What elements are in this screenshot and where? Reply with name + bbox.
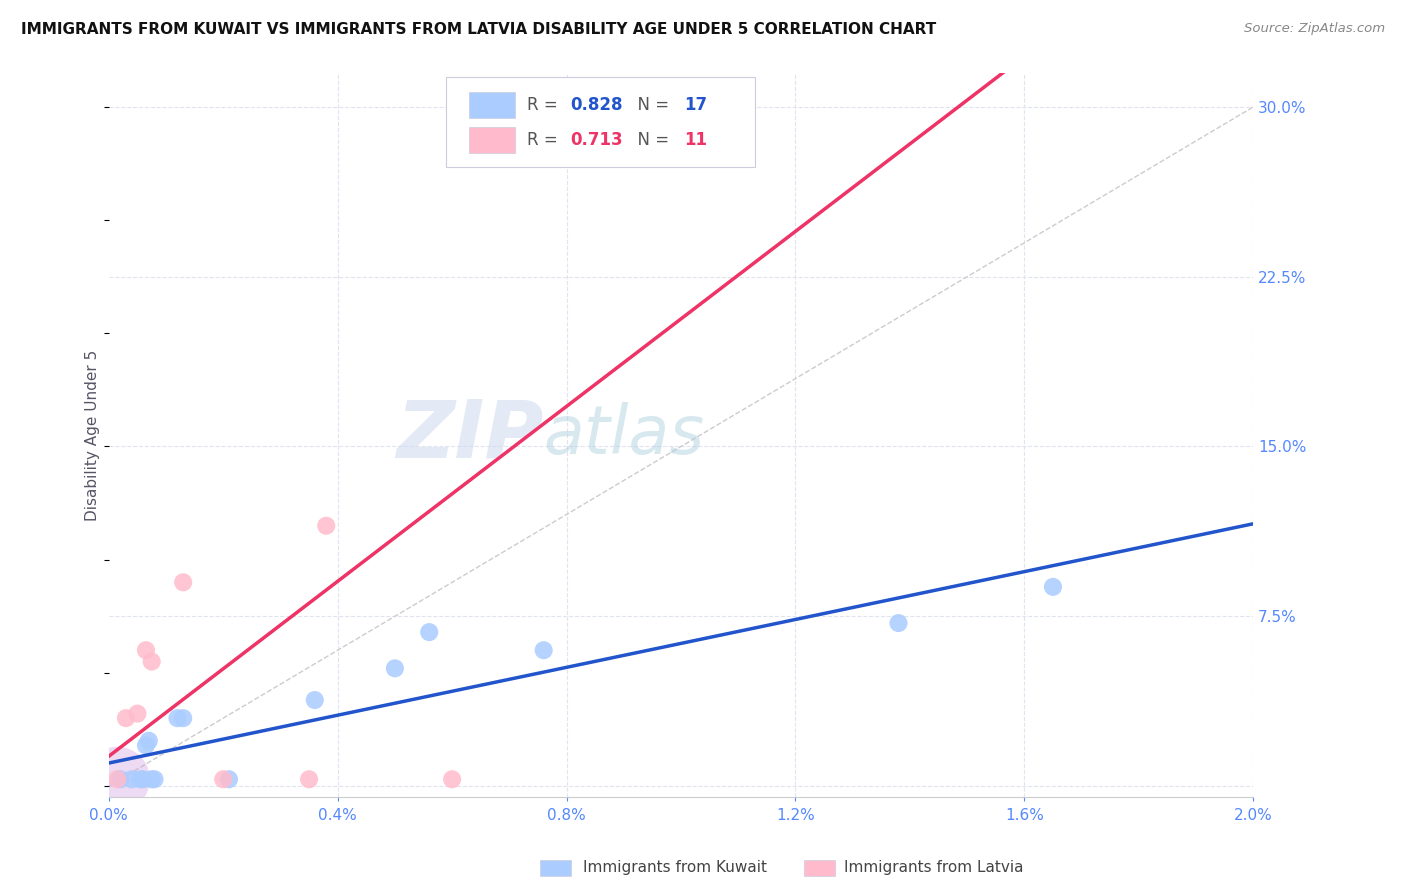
Point [595, 134, 617, 148]
Point [315, 518, 337, 533]
Y-axis label: Disability Age Under 5: Disability Age Under 5 [86, 350, 100, 521]
FancyBboxPatch shape [470, 127, 515, 153]
Point [110, 772, 132, 787]
Point [172, 575, 194, 590]
Point [887, 616, 910, 631]
Point [138, 733, 160, 747]
Text: R =: R = [526, 95, 562, 114]
Text: 0.828: 0.828 [569, 95, 623, 114]
Text: 11: 11 [685, 130, 707, 149]
Point [121, 772, 143, 787]
Point [127, 706, 149, 721]
Text: ZIP: ZIP [396, 396, 544, 475]
Point [115, 711, 138, 725]
Point [105, 772, 128, 787]
Point [533, 643, 555, 657]
Text: 17: 17 [685, 95, 707, 114]
Point [298, 772, 321, 787]
Point [141, 772, 163, 787]
Point [441, 772, 464, 787]
Point [172, 711, 194, 725]
FancyBboxPatch shape [470, 92, 515, 118]
Text: Source: ZipAtlas.com: Source: ZipAtlas.com [1244, 22, 1385, 36]
Point [135, 643, 157, 657]
Point [143, 772, 166, 787]
Point [166, 711, 188, 725]
Point [129, 772, 152, 787]
Text: N =: N = [627, 95, 675, 114]
Point [418, 625, 440, 640]
Point [141, 655, 163, 669]
Point [384, 661, 406, 675]
Point [1042, 580, 1064, 594]
Point [135, 739, 157, 753]
Text: R =: R = [526, 130, 562, 149]
Text: 0.713: 0.713 [569, 130, 623, 149]
Text: IMMIGRANTS FROM KUWAIT VS IMMIGRANTS FROM LATVIA DISABILITY AGE UNDER 5 CORRELAT: IMMIGRANTS FROM KUWAIT VS IMMIGRANTS FRO… [21, 22, 936, 37]
FancyBboxPatch shape [446, 77, 755, 167]
Text: Immigrants from Kuwait: Immigrants from Kuwait [583, 860, 768, 874]
Point [212, 772, 235, 787]
Point [132, 772, 155, 787]
Text: N =: N = [627, 130, 675, 149]
Text: atlas: atlas [544, 402, 704, 468]
Point [105, 772, 128, 787]
Point [304, 693, 326, 707]
Text: Immigrants from Latvia: Immigrants from Latvia [844, 860, 1024, 874]
Point [218, 772, 240, 787]
